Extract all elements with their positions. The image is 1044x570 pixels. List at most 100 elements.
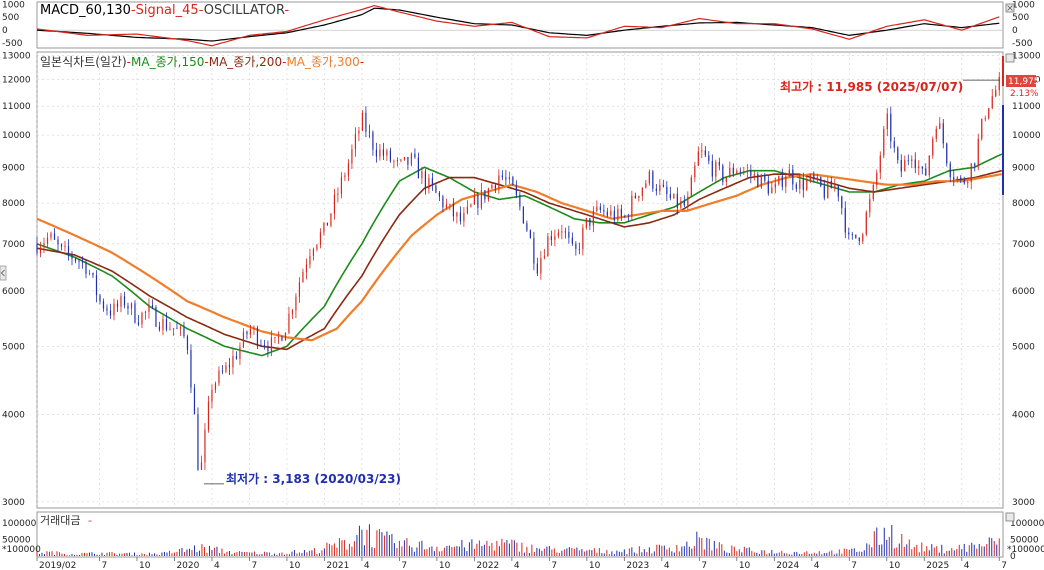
candle-body	[648, 171, 650, 184]
ma300-line	[36, 173, 1002, 342]
candle-body	[445, 204, 447, 208]
candle-body	[232, 356, 234, 368]
candle-body	[120, 296, 122, 307]
volume-bar	[136, 555, 138, 556]
candle-body	[456, 212, 458, 217]
candle-body	[715, 162, 717, 177]
candle-body	[179, 326, 182, 329]
candle-body	[277, 336, 280, 338]
x-tick-label: 7	[851, 561, 857, 570]
volume-bar	[968, 545, 970, 556]
volume-bar	[961, 549, 963, 556]
volume-bar	[876, 527, 878, 556]
volume-bar	[851, 548, 853, 556]
candle-body	[855, 234, 857, 238]
volume-bar	[958, 544, 960, 556]
volume-bar	[263, 551, 265, 556]
scroll-left-handle-icon[interactable]	[0, 265, 7, 281]
volume-bar	[286, 553, 288, 556]
volume-bar	[101, 552, 103, 556]
candle-body	[788, 169, 790, 177]
candle-body	[116, 303, 119, 307]
candle-body	[988, 108, 990, 119]
candle-body	[491, 185, 493, 189]
volume-bar	[531, 544, 533, 556]
candle-body	[407, 157, 409, 165]
volume-bar	[886, 539, 888, 556]
volume-bar	[221, 548, 223, 556]
price-y-tick-left: 3000	[2, 498, 25, 508]
candle-body	[771, 187, 773, 194]
candle-body	[435, 185, 437, 193]
volume-bar	[618, 551, 620, 556]
volume-bar	[321, 550, 323, 556]
price-panel-maximize-icon[interactable]	[1005, 53, 1015, 63]
volume-bar	[756, 552, 758, 556]
candle-body	[190, 350, 192, 388]
candle-body	[85, 262, 87, 274]
volume-bar	[373, 547, 375, 556]
candle-body	[284, 332, 287, 341]
candle-body	[638, 196, 640, 198]
x-tick-label: 2020	[176, 561, 199, 570]
volume-bar	[396, 547, 398, 556]
macd-y-tick-right: 1000	[1012, 0, 1035, 10]
panel-title-part: MA_종가,300	[286, 55, 359, 69]
volume-bar	[446, 545, 448, 556]
candle-body	[260, 344, 262, 346]
volume-bar	[626, 554, 628, 556]
candle-body	[487, 188, 489, 200]
candle-body	[610, 210, 612, 216]
candle-body	[60, 244, 63, 247]
volume-bar	[488, 545, 490, 556]
candle-body	[907, 160, 909, 161]
volume-bar	[88, 552, 90, 556]
volume-bar	[353, 541, 355, 556]
price-y-tick-left: 12000	[2, 76, 31, 86]
candle-body	[624, 216, 626, 217]
candle-body	[834, 185, 836, 189]
candle-body	[281, 336, 283, 341]
volume-y-tick-left: 100000	[2, 519, 37, 529]
volume-bar	[131, 555, 133, 556]
volume-bar	[111, 551, 113, 556]
candle-body	[319, 232, 322, 245]
candle-body	[358, 130, 360, 134]
volume-bar	[211, 549, 213, 556]
volume-bar	[641, 552, 643, 556]
volume-bar	[428, 547, 430, 556]
candle-body	[995, 90, 997, 97]
volume-panel-title-sep: -	[88, 514, 92, 527]
panel-title-part: OSCILLATOR	[204, 3, 285, 18]
volume-bar	[233, 552, 235, 556]
candle-body	[354, 133, 357, 150]
volume-bar	[883, 527, 885, 556]
candle-body	[67, 246, 70, 254]
candle-body	[704, 150, 706, 156]
macd-panel-close-icon[interactable]	[1005, 3, 1015, 13]
volume-bar	[931, 544, 933, 556]
volume-bar	[731, 545, 733, 556]
volume-bar	[416, 547, 418, 556]
volume-bar	[571, 547, 573, 556]
volume-bar	[496, 540, 498, 556]
volume-bar	[643, 549, 645, 556]
volume-bar	[521, 542, 523, 556]
volume-bar	[121, 553, 123, 556]
candle-body	[928, 155, 930, 176]
volume-bar	[823, 553, 825, 556]
candle-body	[218, 370, 220, 384]
volume-bar	[586, 550, 588, 556]
volume-bar	[813, 552, 815, 556]
macd-line	[36, 7, 1000, 42]
candle-body	[137, 322, 140, 325]
candle-body	[57, 239, 59, 245]
candle-body	[781, 175, 783, 187]
volume-bar	[841, 553, 843, 556]
candle-body	[249, 329, 252, 335]
volume-panel-maximize-icon[interactable]	[1005, 512, 1015, 522]
candle-body	[351, 149, 353, 164]
volume-bar	[261, 554, 263, 556]
candle-body	[743, 171, 745, 172]
